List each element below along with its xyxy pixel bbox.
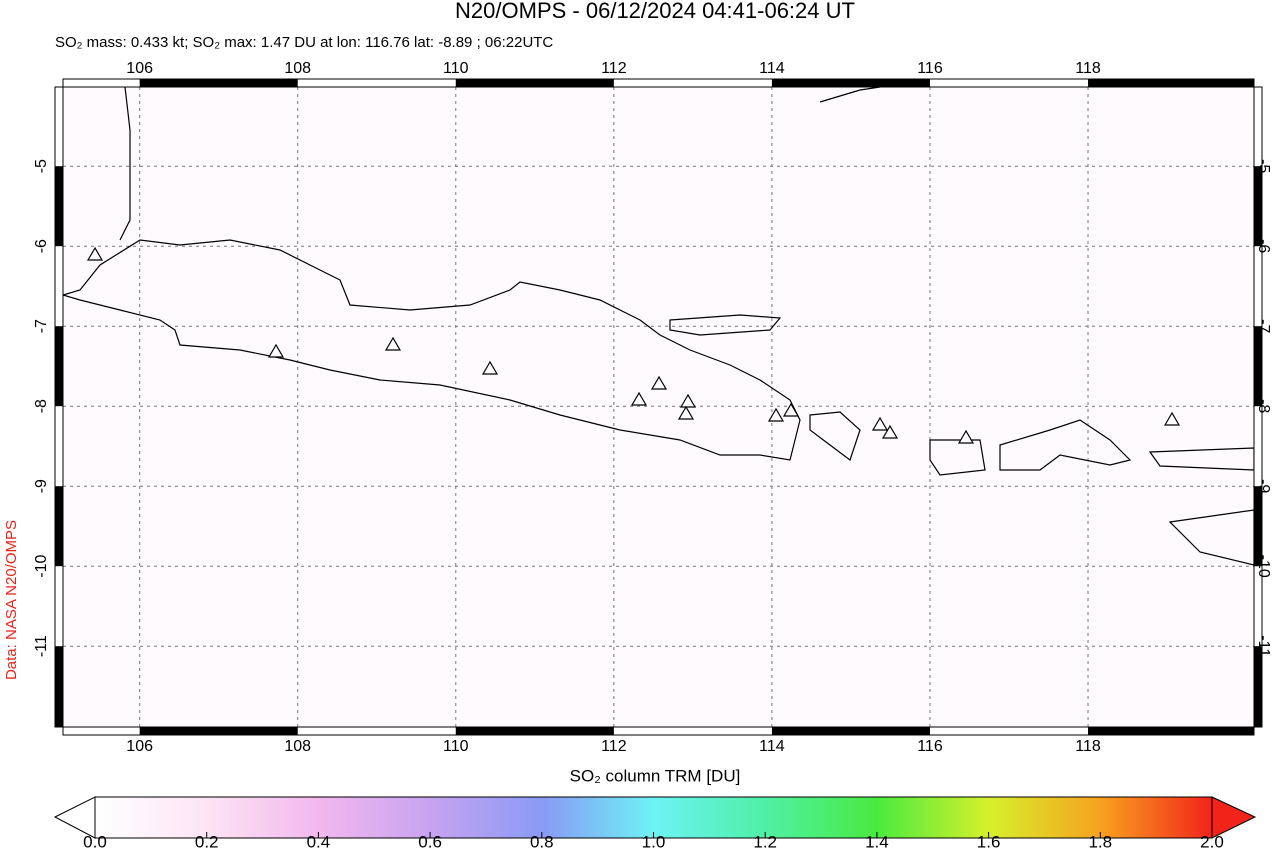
lat-label: -6 <box>33 239 50 253</box>
colorbar-tick-label: 1.6 <box>977 832 1001 851</box>
map-frame <box>54 78 1263 736</box>
coastline <box>999 419 1132 471</box>
frame-segment <box>55 326 63 407</box>
lat-label: -7 <box>1255 319 1272 333</box>
colorbar-tick-label: 2.0 <box>1200 832 1224 851</box>
frame-segment <box>1254 646 1262 727</box>
axis-labels: 106 106 108 108 110 110 112 112 114 114 116 116 118 1… <box>33 60 1272 755</box>
colorbar-tick-label: 0.6 <box>418 832 442 851</box>
frame-segment <box>139 727 298 735</box>
lon-label: 112 <box>601 738 627 755</box>
lat-label: -8 <box>1255 399 1272 413</box>
colorbar-tick-label: 1.4 <box>865 832 889 851</box>
frame-segment <box>1254 166 1262 247</box>
volcano <box>679 393 697 408</box>
frame-segment <box>771 727 930 735</box>
lon-label: 118 <box>1075 738 1101 755</box>
title: N20/OMPS - 06/12/2024 04:41-06:24 UT <box>455 0 855 23</box>
volcano <box>267 343 285 358</box>
volcano <box>957 429 975 444</box>
colorbar-tick-label: 1.8 <box>1088 832 1112 851</box>
volcano <box>630 391 648 406</box>
map-border <box>62 86 1255 728</box>
frame-segment <box>771 79 930 87</box>
lat-label: -9 <box>33 479 50 493</box>
coastline <box>63 239 801 461</box>
coastline <box>119 87 131 241</box>
lon-label: 108 <box>284 60 311 77</box>
volcanoes <box>86 246 1181 444</box>
volcano <box>881 424 899 439</box>
volcano <box>782 402 800 417</box>
volcano <box>871 416 889 431</box>
frame-segment <box>1254 486 1262 567</box>
lon-label: 108 <box>284 738 311 755</box>
frame-segment <box>55 646 63 727</box>
coastline <box>1148 447 1254 471</box>
colorbar-label: SO₂ column TRM [DU] <box>570 766 741 785</box>
frame-segment <box>455 727 614 735</box>
credit: Data: NASA N20/OMPS <box>3 520 20 680</box>
coastline <box>819 87 881 103</box>
lat-label: -7 <box>33 319 50 333</box>
lat-label: -10 <box>1255 555 1272 578</box>
colorbar <box>94 796 1213 839</box>
lon-label: 106 <box>126 738 153 755</box>
volcano <box>1163 411 1181 426</box>
lat-label: -5 <box>1255 159 1272 173</box>
map-area <box>63 87 1254 727</box>
frame-segment <box>1088 727 1254 735</box>
subtitle: SO₂ mass: 0.433 kt; SO₂ max: 1.47 DU at … <box>55 34 553 51</box>
lat-label: -8 <box>33 399 50 413</box>
lat-label: -11 <box>1255 635 1272 657</box>
coastline <box>1168 509 1254 566</box>
volcano <box>767 407 785 422</box>
lon-label: 116 <box>917 60 943 77</box>
colorbar-tick-label: 0.4 <box>307 832 331 851</box>
lat-label: -10 <box>33 555 50 578</box>
frame-segment <box>1254 326 1262 407</box>
volcano <box>650 375 668 390</box>
colorbar-tick-label: 1.0 <box>642 832 666 851</box>
lon-label: 114 <box>759 60 785 77</box>
colorbar-tick-label: 0.0 <box>83 832 107 851</box>
lon-label: 118 <box>1075 60 1101 77</box>
lon-label: 112 <box>601 60 627 77</box>
lon-label: 110 <box>443 60 469 77</box>
lon-label: 114 <box>759 738 785 755</box>
colorbar-tick-label: 1.2 <box>753 832 777 851</box>
lat-label: -6 <box>1255 239 1272 253</box>
colorbar-tick-label: 0.8 <box>530 832 554 851</box>
volcano <box>384 336 402 351</box>
frame-segment <box>139 79 298 87</box>
lat-label: -5 <box>33 159 50 173</box>
volcano <box>677 405 695 420</box>
frame-segment <box>55 486 63 567</box>
lat-label: -9 <box>1255 479 1272 493</box>
volcano <box>481 360 499 375</box>
lon-label: 116 <box>917 738 943 755</box>
frame-segment <box>455 79 614 87</box>
frame-segment <box>1088 79 1254 87</box>
lon-label: 110 <box>443 738 469 755</box>
colorbar-ticks: 0.0 0.2 0.4 0.6 0.8 1.0 1.2 1.4 1.6 1.8 2.0 <box>83 832 1224 851</box>
colorbar-tick-label: 0.2 <box>195 832 219 851</box>
lon-label: 106 <box>126 60 153 77</box>
volcano <box>86 246 104 261</box>
lat-label: -11 <box>33 635 50 657</box>
coastline <box>669 314 782 336</box>
frame-segment <box>55 166 63 247</box>
coastline <box>809 411 861 461</box>
